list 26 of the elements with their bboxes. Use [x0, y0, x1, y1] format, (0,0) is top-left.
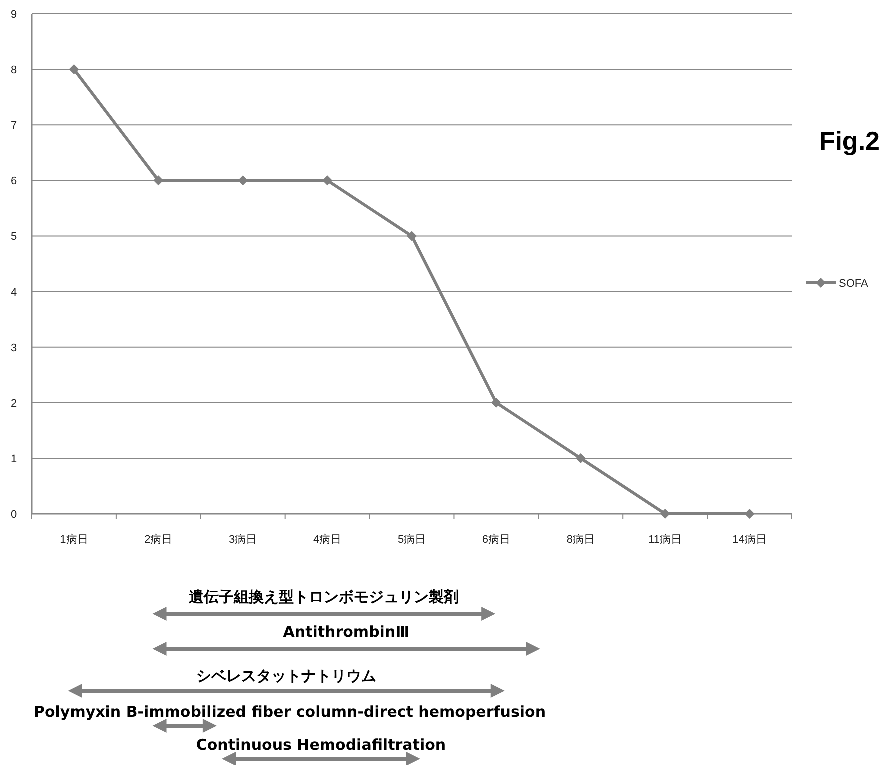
text: Fig.2	[819, 126, 880, 156]
y-tick-label: 5	[10, 231, 18, 244]
legend-label: SOFA	[839, 278, 870, 290]
x-tick-label: 4病日	[313, 533, 342, 546]
x-tick-label: 1病日	[60, 533, 88, 546]
x-tick-label: 5病日	[398, 533, 426, 546]
y-tick-label: 2	[10, 398, 18, 410]
text: シベレスタットナトリウム	[196, 667, 377, 685]
text: 遺伝子組換え型トロンボモジュリン製剤	[189, 588, 460, 606]
y-tick-label: 9	[10, 9, 18, 21]
x-tick-label: 14病日	[732, 533, 767, 546]
y-tick-label: 3	[10, 342, 18, 354]
x-tick-label: 11病日	[648, 533, 682, 546]
text: AntithrombinⅢ	[283, 623, 410, 641]
y-tick-label: 0	[10, 509, 18, 521]
text: Polymyxin B-immobilized fiber column-direct hemoperfusion	[34, 703, 546, 721]
x-tick-label: 6病日	[482, 533, 511, 546]
y-tick-label: 4	[10, 286, 18, 299]
x-tick-label: 2病日	[144, 533, 173, 546]
text: Continuous Hemodiafiltration	[196, 736, 446, 754]
x-tick-label: 8病日	[566, 533, 595, 546]
y-tick-label: 7	[10, 120, 18, 132]
x-tick-label: 3病日	[229, 533, 258, 546]
y-tick-label: 8	[10, 64, 18, 77]
y-tick-label: 1	[10, 453, 18, 466]
y-tick-label: 6	[10, 176, 18, 188]
